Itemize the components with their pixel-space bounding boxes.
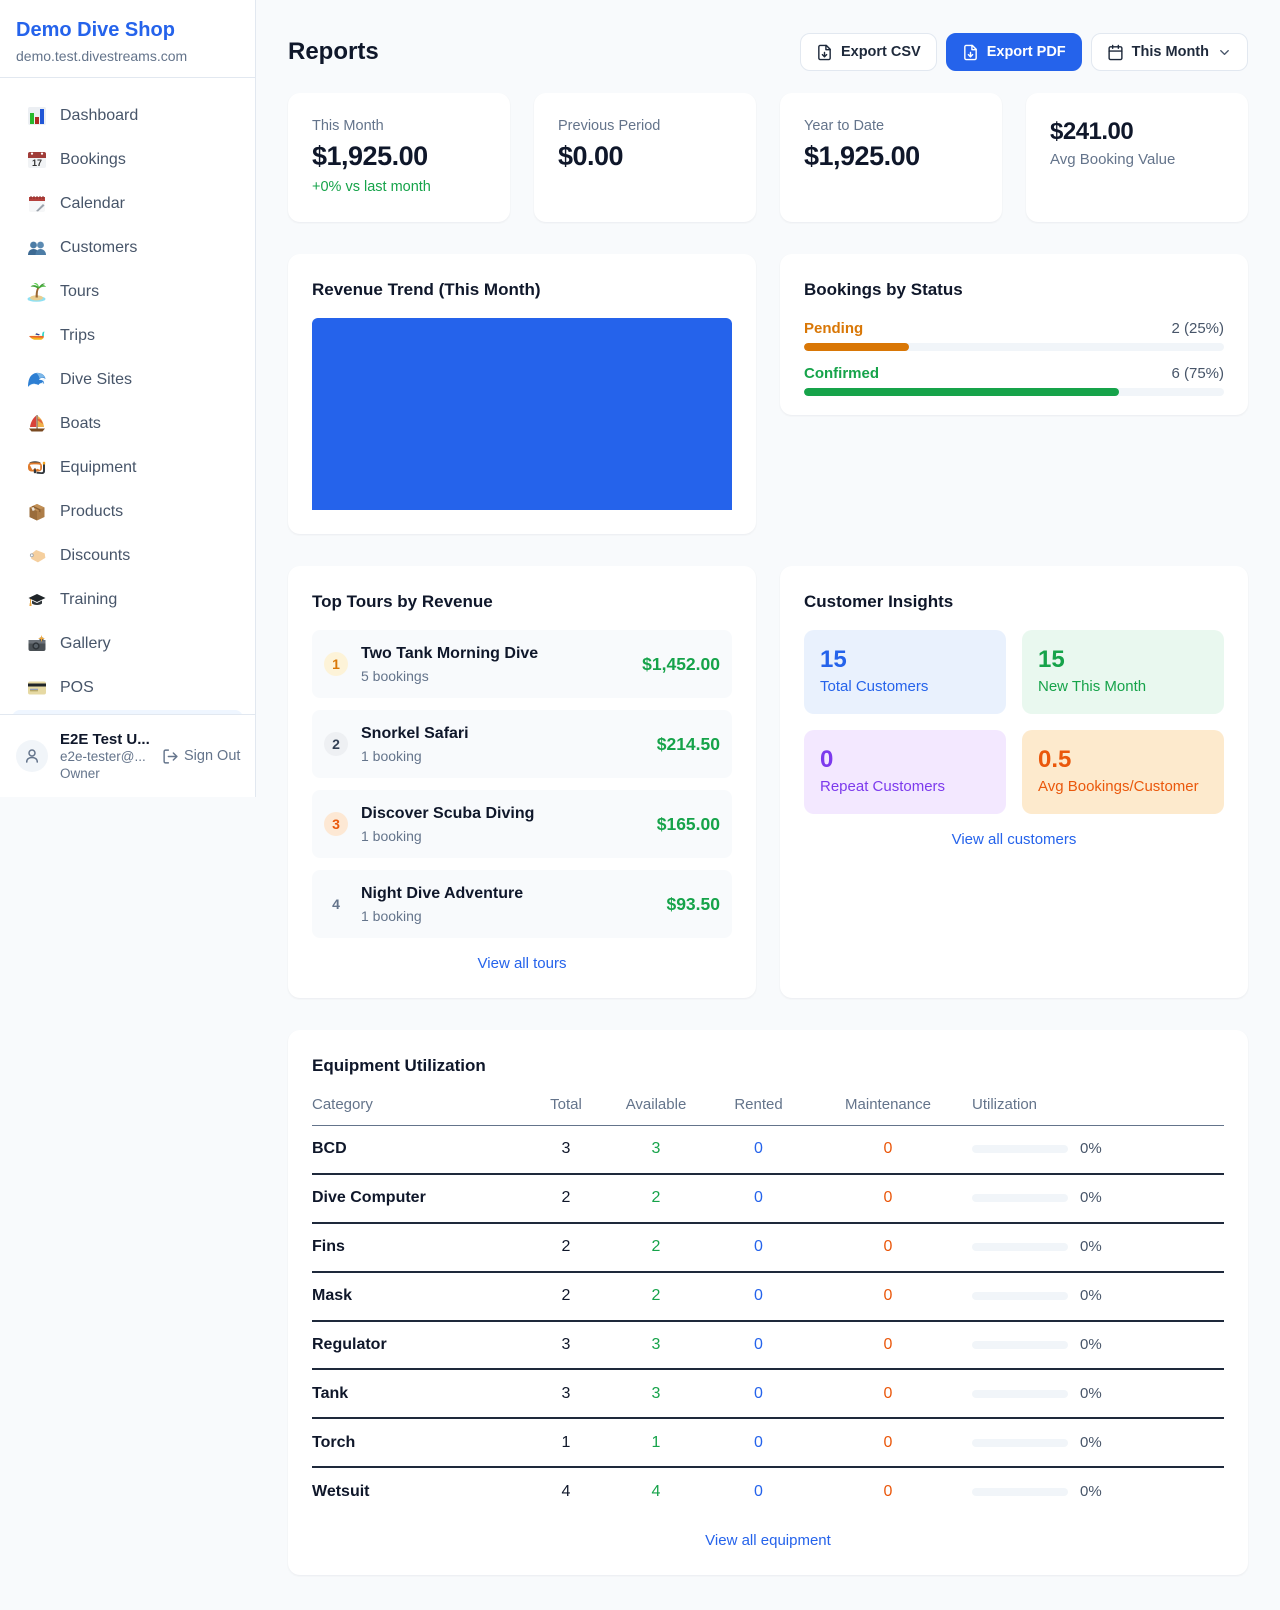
- svg-text:17: 17: [32, 158, 42, 168]
